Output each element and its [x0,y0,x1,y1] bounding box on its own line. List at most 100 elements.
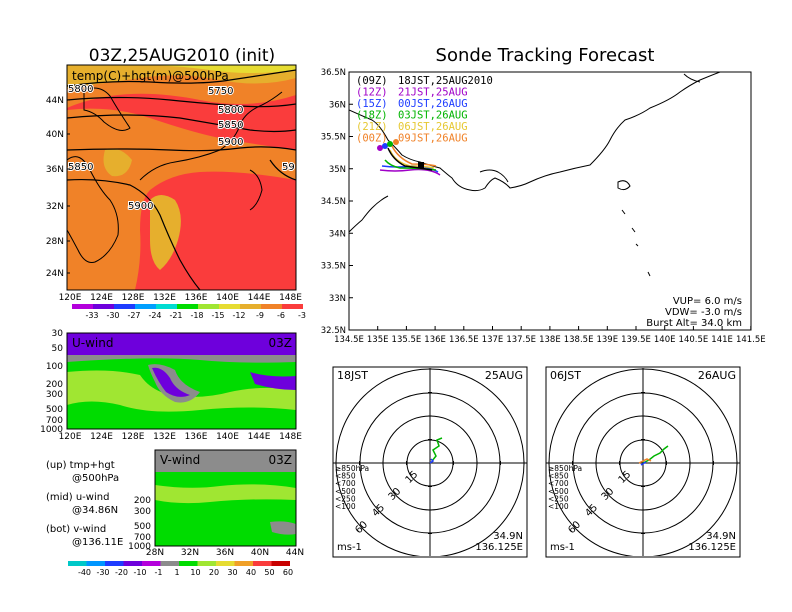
colorbar-label: 20 [209,568,219,577]
colorbar-swatch [72,304,93,309]
colorbar-swatch [179,561,198,566]
colorbar-label: -6 [277,311,285,320]
launch-code: (00Z) [356,133,388,145]
colorbar-label: -12 [232,311,245,320]
colorbar-label: 60 [283,568,293,577]
launch-time: 03JST,26AUG [398,110,468,122]
u-wind-label: U-wind [72,336,113,350]
lat-tick-label: 36N [216,548,234,558]
level-legend: <500 [548,487,569,496]
lon-ticks: 134.5E 135E 135.5E 136E 136.5E 137E 137.5E 138E… [334,326,766,345]
note-line: (bot) v-wind [46,524,106,535]
lon-tick-label: 140.5E [679,335,709,345]
note-line: (mid) u-wind [46,492,109,503]
colorbar-label: -21 [169,311,182,320]
temp-colorbar: -33 -30 -27 -24 -21 -18 -15 -12 -9 -6 -3 [72,304,306,320]
hodograph-date: 25AUG [485,369,523,382]
lon-tick-label: 148E [279,432,302,442]
hodograph-plot [546,368,740,556]
lat-tick-label: 36.5N [321,68,346,78]
lon-tick-label: 139E [596,335,618,345]
level-legend: <850 [335,472,356,481]
colorbar-swatch [216,561,235,566]
colorbar-swatch [271,561,290,566]
contour-label: 5900 [128,201,153,212]
launch-legend: (09Z) 18JST,25AUG2010 (12Z) 21JST,25AUG (15Z… [356,75,493,145]
param-line: VUP= 6.0 m/s [673,296,742,307]
colorbar-label: 10 [190,568,200,577]
colorbar-swatch [198,304,219,309]
contour-label: 59 [282,162,295,173]
colorbar-swatch [282,304,303,309]
site-lon: 136.125E [475,542,523,553]
level-legend: <850 [548,472,569,481]
lon-tick-label: 137E [482,335,504,345]
lat-tick-label: 44N [46,96,64,106]
note-line: (up) tmp+hgt [46,460,115,471]
lon-tick-label: 140E [216,432,239,442]
lon-tick-label: 144E [248,293,271,303]
colorbar-swatch [156,304,177,309]
lat-tick-label: 36N [329,100,346,110]
lon-tick-label: 137.5E [506,335,536,345]
hodograph-date: 26AUG [698,369,736,382]
launch-time: 09JST,26AUG [398,133,468,145]
note-line: @136.11E [72,537,123,548]
lat-ticks: 28N 32N 36N 40N 44N [146,548,304,558]
colorbar-label: -30 [96,568,109,577]
lon-tick-label: 141E [711,335,733,345]
colorbar-swatch [123,561,142,566]
lat-tick-label: 32.5N [321,326,346,336]
colorbar-swatch [68,561,87,566]
note-line: @500hPa [72,473,119,484]
pressure-tick-label: 30 [52,329,64,339]
colorbar-swatch [160,561,179,566]
lon-tick-label: 141.5E [736,335,766,345]
lon-tick-label: 136.5E [449,335,479,345]
pressure-tick-label: 200 [46,380,63,390]
lat-tick-label: 32N [46,202,64,212]
hodograph-trace [429,458,435,464]
pressure-tick-label: 500 [134,522,151,532]
colorbar-label: -30 [106,311,119,320]
lon-tick-label: 124E [90,293,113,303]
pressure-tick-label: 100 [46,362,63,372]
lat-tick-label: 24N [46,269,64,279]
lon-tick-label: 138.5E [564,335,594,345]
launch-code: (18Z) [356,110,388,122]
lon-tick-label: 136E [424,335,446,345]
lat-tick-label: 33.5N [321,262,346,272]
launch-time: 21JST,25AUG [398,87,468,99]
colorbar-swatch [197,561,216,566]
colorbar-label: 40 [246,568,256,577]
pressure-tick-label: 700 [46,416,63,426]
track-map-panel: 36.5N 36N 35.5N 35N 34.5N 34N 33.5N 33N 32.5N 13… [321,68,766,345]
lat-tick-label: 44N [286,548,304,558]
lat-tick-label: 36N [46,165,64,175]
launch-time: 00JST,26AUG [398,98,468,110]
lon-tick-label: 139.5E [621,335,651,345]
lat-tick-label: 28N [46,237,64,247]
colorbar-swatch [142,561,161,566]
launch-time: 06JST,26AUG [398,121,468,133]
colorbar-swatch [261,304,282,309]
colorbar-label: -20 [115,568,128,577]
lat-tick-label: 35.5N [321,133,346,143]
lon-tick-label: 140E [654,335,676,345]
panel-notes: (up) tmp+hgt @500hPa (mid) u-wind @34.86N (b… [46,460,123,548]
lon-tick-label: 148E [279,293,302,303]
contour-label: 5850 [218,120,243,131]
v-wind-label: V-wind [160,453,200,467]
lat-tick-label: 34N [329,229,346,239]
hodograph-trace [638,458,652,464]
colorbar-swatch [240,304,261,309]
colorbar-label: -40 [78,568,91,577]
lon-tick-label: 124E [90,432,113,442]
lon-tick-label: 136E [185,293,208,303]
lon-tick-label: 132E [153,293,176,303]
